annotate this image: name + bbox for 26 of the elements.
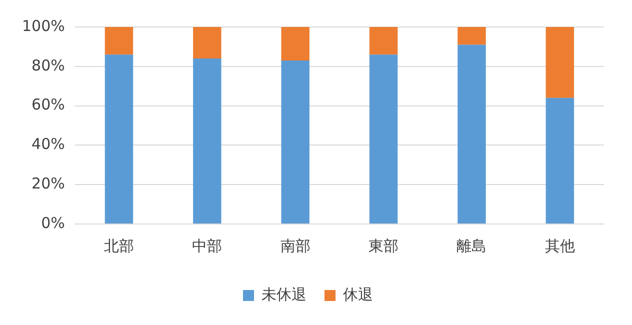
bar <box>546 27 574 98</box>
y-tick-label: 100% <box>22 16 65 35</box>
bar <box>546 98 574 224</box>
x-tick-label: 東部 <box>368 236 399 255</box>
x-tick-label: 南部 <box>280 236 310 255</box>
y-tick-label: 0% <box>41 214 65 232</box>
legend-label: 未休退 <box>262 285 306 304</box>
y-tick-label: 20% <box>32 174 65 192</box>
bar <box>369 27 398 55</box>
y-tick-label: 80% <box>32 56 65 74</box>
bar <box>104 27 134 55</box>
y-tick-label: 60% <box>32 96 65 114</box>
bar <box>369 54 398 224</box>
bar <box>193 27 222 59</box>
x-tick-label: 中部 <box>192 236 222 255</box>
bar <box>458 44 486 224</box>
bar <box>104 54 134 224</box>
legend-label: 休退 <box>343 285 373 304</box>
bar <box>193 58 222 224</box>
x-tick-label: 離島 <box>456 236 487 255</box>
x-tick-label: 其他 <box>544 236 575 255</box>
x-tick-label: 北部 <box>104 236 134 255</box>
bar <box>281 27 310 60</box>
y-tick-label: 40% <box>32 135 65 154</box>
bar <box>458 27 486 45</box>
bar <box>281 60 310 224</box>
